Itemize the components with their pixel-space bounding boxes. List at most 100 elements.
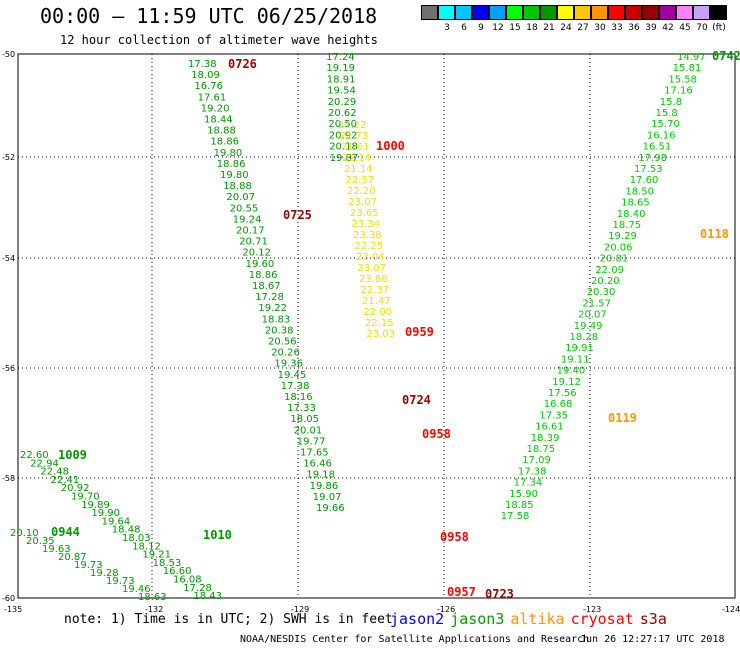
wave-height-label: 19.80: [214, 148, 243, 159]
x-tick-label: -123: [583, 605, 601, 614]
scale-label: 24: [560, 23, 572, 33]
scale-label: 6: [461, 23, 467, 33]
time-annotation: 0944: [51, 525, 80, 539]
wave-height-label: 18.88: [223, 181, 252, 192]
wave-height-label: 18.39: [531, 433, 560, 444]
legend-entry: altika: [510, 610, 565, 628]
wave-height-label: 23.07: [358, 263, 387, 274]
wave-height-label: 19.29: [608, 231, 637, 242]
wave-height-label: 18.86: [210, 137, 239, 148]
wave-height-label: 19.80: [220, 170, 249, 181]
wave-height-label: 19.77: [297, 436, 326, 447]
wave-height-label: 17.28: [255, 292, 284, 303]
wave-height-label: 23.34: [352, 219, 381, 230]
wave-height-label: 20.56: [268, 337, 297, 348]
wave-height-label: 20.17: [236, 226, 265, 237]
wave-height-label: 17.56: [548, 388, 577, 399]
wave-height-label: 20.71: [239, 237, 268, 248]
y-tick-label: -60: [2, 594, 15, 603]
wave-height-label: 19.91: [565, 343, 594, 354]
time-annotation: 0958: [422, 427, 451, 441]
wave-height-label: 18.44: [204, 115, 233, 126]
wave-height-label: 17.24: [326, 52, 355, 63]
legend-entry: s3a: [639, 610, 667, 628]
wave-height-label: 19.24: [233, 214, 262, 225]
x-tick-label: -135: [4, 605, 22, 614]
wave-height-label: 20.35: [26, 536, 55, 547]
wave-height-label: 18.43: [193, 591, 222, 602]
wave-height-label: 23.07: [349, 197, 378, 208]
wave-height-label: 18.83: [262, 314, 291, 325]
wave-height-label: 22.60: [20, 450, 49, 461]
wave-height-label: 21.73: [340, 131, 369, 142]
wave-height-label: 18.67: [252, 281, 281, 292]
scale-label: 70: [696, 23, 708, 33]
wave-height-label: 17.34: [514, 478, 543, 489]
scale-swatch: [676, 5, 693, 20]
wave-height-label: 19.22: [258, 303, 287, 314]
wave-height-label: 18.65: [621, 198, 650, 209]
wave-height-label: 20.55: [230, 203, 259, 214]
scale-swatch: [574, 5, 591, 20]
scale-swatch: [608, 5, 625, 20]
wave-height-label: 17.38: [188, 59, 217, 70]
wave-height-label: 19.40: [557, 366, 586, 377]
wave-height-label: 17.98: [638, 153, 667, 164]
scale-label: (ft): [712, 23, 726, 33]
time-annotation: 0957: [447, 585, 476, 599]
wave-height-label: 17.35: [539, 410, 568, 421]
wave-height-label: 19.28: [90, 568, 119, 579]
wave-height-label: 17.65: [300, 448, 329, 459]
scale-swatch: [455, 5, 472, 20]
time-annotation: 1009: [58, 448, 87, 462]
wave-height-label: 16.46: [303, 459, 332, 470]
wave-height-label: 19.60: [246, 259, 275, 270]
wave-height-label: 22.37: [361, 285, 390, 296]
wave-height-label: 20.10: [10, 528, 39, 539]
wave-height-label: 19.54: [327, 86, 356, 97]
scale-swatch: [540, 5, 557, 20]
wave-height-label: 19.18: [306, 470, 335, 481]
scale-label: 45: [679, 23, 691, 33]
time-annotation: 0723: [485, 587, 514, 601]
wave-height-label: 19.45: [278, 370, 307, 381]
wave-height-label: 19.73: [74, 560, 103, 571]
wave-height-label: 16.16: [647, 130, 676, 141]
wave-height-label: 16.68: [544, 399, 573, 410]
generated-timestamp: Jun 26 12:27:17 UTC 2018: [580, 634, 725, 645]
wave-height-label: 20.62: [328, 108, 357, 119]
wave-height-label: 20.92: [61, 483, 90, 494]
time-annotation: 0725: [283, 208, 312, 222]
x-tick-label: -132: [145, 605, 163, 614]
scale-swatch: [693, 5, 710, 20]
wave-height-label: 18.12: [132, 541, 161, 552]
wave-height-label: 17.38: [518, 466, 547, 477]
wave-height-label: 20.81: [600, 254, 629, 265]
scale-swatch: [506, 5, 523, 20]
wave-height-label: 20.50: [328, 119, 357, 130]
wave-height-label: 20.06: [604, 242, 633, 253]
time-annotation: 1000: [376, 139, 405, 153]
wave-height-label: 18.50: [625, 186, 654, 197]
wave-height-label: 18.28: [570, 332, 599, 343]
wave-height-label: 18.75: [527, 444, 556, 455]
scale-swatch: [557, 5, 574, 20]
scale-label: 33: [611, 23, 623, 33]
wave-height-label: 17.58: [501, 511, 530, 522]
chart-title: 00:00 – 11:59 UTC 06/25/2018: [40, 4, 378, 28]
wave-height-label: 22.15: [365, 318, 394, 329]
wave-height-label: 22.41: [51, 475, 80, 486]
plot-frame: [17, 53, 736, 599]
wave-height-label: 23.04: [356, 252, 385, 263]
x-tick-label: -129: [291, 605, 309, 614]
wave-height-label: 18.05: [290, 414, 319, 425]
wave-height-label: 18.75: [613, 220, 642, 231]
wave-height-label: 17.33: [287, 403, 316, 414]
wave-height-label: 22.00: [364, 307, 393, 318]
satellite-legend: jason2 jason3 altika cryosat s3a: [390, 610, 673, 628]
wave-height-label: 19.07: [313, 492, 342, 503]
wave-height-label: 22.25: [355, 241, 384, 252]
credit-text: NOAA/NESDIS Center for Satellite Applica…: [240, 634, 590, 645]
wave-height-label: 18.48: [112, 525, 141, 536]
time-annotation: 0742: [712, 49, 740, 63]
